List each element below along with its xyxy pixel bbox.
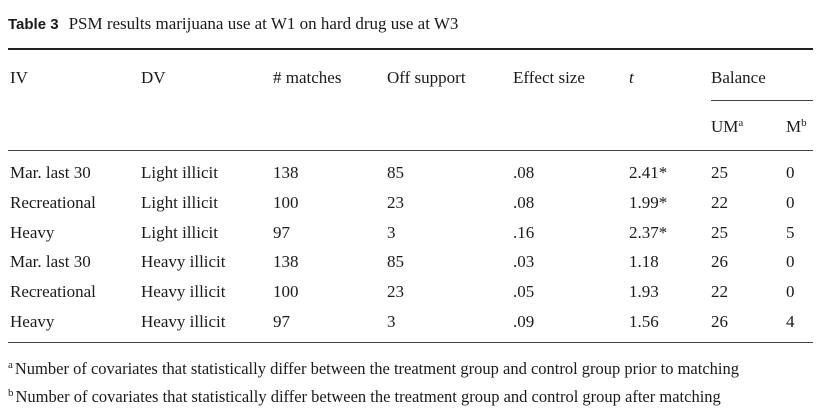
bottom-rule (8, 342, 813, 343)
footnote-b-text: Number of covariates that statistically … (15, 387, 721, 406)
table-title: PSM results marijuana use at W1 on hard … (68, 14, 459, 33)
cell-iv: Mar. last 30 (10, 163, 91, 182)
header-m-sup: b (801, 117, 807, 129)
cell-off-support: 85 (387, 163, 404, 182)
cell-t: 2.41* (629, 163, 668, 182)
cell-iv: Recreational (10, 282, 96, 302)
cell-effect-size: .08 (513, 163, 535, 182)
cell-m: 0 (786, 282, 795, 302)
cell-t: 1.93 (629, 282, 659, 302)
header-effect-size: Effect size (513, 68, 585, 87)
cell-um: 26 (711, 252, 728, 272)
cell-effect-size: .05 (513, 282, 535, 302)
header-rule (8, 150, 813, 151)
balance-subrule (711, 100, 813, 101)
footnote-a: a Number of covariates that statistically… (8, 359, 739, 379)
cell-t: 1.99* (629, 192, 668, 212)
header-m: Mb (786, 117, 807, 137)
header-um-text: UM (711, 117, 739, 136)
cell-t: 1.18 (629, 252, 659, 272)
cell-m: 5 (786, 222, 795, 242)
footnote-b-mark: b (8, 387, 14, 399)
cell-off-support: 85 (387, 252, 404, 272)
cell-dv: Heavy illicit (141, 312, 226, 331)
footnote-a-mark: a (8, 359, 13, 371)
cell-um: 26 (711, 312, 728, 331)
cell-matches: 138 (273, 163, 299, 182)
cell-iv: Mar. last 30 (10, 252, 91, 272)
cell-um: 22 (711, 282, 728, 302)
cell-matches: 100 (273, 192, 299, 212)
cell-t: 1.56 (629, 312, 659, 331)
cell-effect-size: .08 (513, 192, 535, 212)
cell-m: 0 (786, 252, 795, 272)
cell-m: 4 (786, 312, 795, 331)
cell-dv: Light illicit (141, 192, 218, 212)
cell-iv: Heavy (10, 222, 55, 242)
cell-matches: 138 (273, 252, 299, 272)
cell-m: 0 (786, 192, 795, 212)
cell-dv: Heavy illicit (141, 252, 226, 272)
header-dv: DV (141, 68, 166, 87)
cell-iv: Recreational (10, 192, 96, 212)
cell-um: 25 (711, 163, 728, 182)
header-m-text: M (786, 117, 802, 136)
cell-off-support: 23 (387, 282, 404, 302)
cell-effect-size: .03 (513, 252, 535, 272)
footnote-b: b Number of covariates that statistically… (8, 387, 721, 407)
header-balance: Balance (711, 68, 766, 87)
cell-matches: 97 (273, 312, 290, 331)
cell-matches: 97 (273, 222, 290, 242)
header-iv: IV (10, 68, 28, 87)
cell-t: 2.37* (629, 222, 668, 242)
cell-um: 22 (711, 192, 728, 212)
header-off-support: Off support (387, 68, 466, 87)
cell-matches: 100 (273, 282, 299, 302)
cell-effect-size: .09 (513, 312, 535, 331)
header-matches: # matches (273, 68, 342, 87)
footnote-a-text: Number of covariates that statistically … (14, 359, 739, 378)
header-t: t (629, 68, 634, 87)
top-rule (8, 48, 813, 50)
cell-off-support: 3 (387, 222, 396, 242)
header-um-sup: a (738, 117, 744, 129)
cell-off-support: 3 (387, 312, 396, 331)
cell-m: 0 (786, 163, 795, 182)
cell-iv: Heavy (10, 312, 55, 331)
cell-dv: Light illicit (141, 222, 218, 242)
table-caption: Table 3 PSM results marijuana use at W1 o… (8, 14, 458, 34)
cell-dv: Light illicit (141, 163, 218, 182)
table-label: Table 3 (8, 16, 59, 33)
cell-off-support: 23 (387, 192, 404, 212)
cell-effect-size: .16 (513, 222, 535, 242)
cell-dv: Heavy illicit (141, 282, 226, 302)
header-um: UMa (711, 117, 743, 137)
cell-um: 25 (711, 222, 728, 242)
